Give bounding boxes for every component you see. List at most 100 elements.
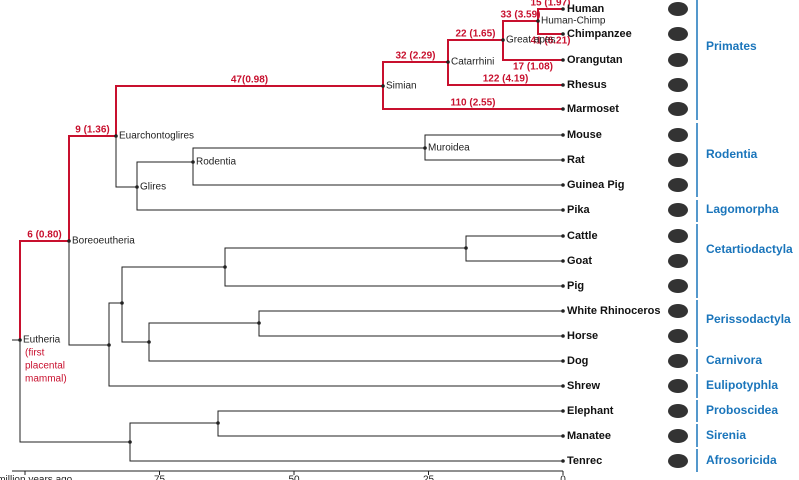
branch-line [537,21,563,35]
node-dot [561,32,565,36]
animal-icon [668,404,688,418]
clade-label: Euarchontoglires [119,131,194,142]
branch-line [121,266,225,303]
animal-icon [668,53,688,67]
branch-line [136,161,193,187]
node-dot [135,185,139,189]
leaf-label: Pig [567,280,584,292]
branch-label: 6 (0.80) [27,230,61,241]
branch-line [382,61,448,86]
animal-icon [668,2,688,16]
animal-icon [668,254,688,268]
group-label: Afrosoricida [706,453,777,467]
node-dot [561,58,565,62]
branch-line [192,147,425,162]
branch-label: 122 (4.19) [483,74,529,85]
branch-line [224,247,466,267]
clade-note: placental [25,361,65,372]
branch-line [465,248,563,262]
node-dot [114,134,118,138]
clade-note: (first [25,348,45,359]
branch-line [192,162,563,186]
branch-line [258,323,563,337]
branch-line [129,442,563,462]
node-dot [561,83,565,87]
clade-label: Muroidea [428,143,470,154]
node-dot [561,434,565,438]
leaf-label: Rhesus [567,79,607,91]
branch-label: 9 (1.36) [75,125,109,136]
node-dot [381,84,385,88]
group-label: Primates [706,39,757,53]
clade-label: Catarrhini [451,57,494,68]
leaf-label: Tenrec [567,455,602,467]
animal-icon [668,27,688,41]
node-dot [561,7,565,11]
animal-icon [668,279,688,293]
branch-line [19,340,130,443]
branch-line [258,310,563,323]
branch-line [447,62,563,86]
clade-label: Glires [140,182,166,193]
node-dot [561,107,565,111]
branch-line [502,20,538,40]
branch-line [447,39,503,62]
node-dot [107,343,111,347]
animal-icon [668,178,688,192]
branch-line [19,240,69,340]
branch-line [108,345,563,387]
axis-tick-label: 25 [423,475,435,480]
branch-label: 47(0.98) [231,75,268,86]
group-label: Lagomorpha [706,202,779,216]
branch-label: 22 (1.65) [455,29,495,40]
branch-line [148,342,563,362]
branch-line [115,85,383,136]
group-label: Sirenia [706,428,746,442]
animal-icon [668,128,688,142]
leaf-label: Chimpanzee [567,28,632,40]
node-dot [191,160,195,164]
leaf-label: Orangutan [567,54,623,66]
branch-label: 41 (6.21) [530,36,570,47]
leaf-label: Goat [567,255,592,267]
branch-line [148,322,259,342]
leaf-label: Mouse [567,129,602,141]
branch-line [68,135,116,241]
branch-label: 15 (1.97) [530,0,570,9]
node-dot [561,334,565,338]
leaf-label: Guinea Pig [567,179,624,191]
group-label: Carnivora [706,353,762,367]
animal-icon [668,203,688,217]
node-dot [561,459,565,463]
branch-line [465,235,563,248]
animal-icon [668,304,688,318]
branch-label: 110 (2.55) [450,98,495,109]
leaf-label: Shrew [567,380,600,392]
leaf-label: Human [567,3,605,15]
branch-line [424,134,563,148]
branch-line [136,187,563,211]
node-dot [561,158,565,162]
animal-icon [668,454,688,468]
node-dot [128,440,132,444]
animal-icon [668,379,688,393]
animal-icon [668,354,688,368]
branch-line [217,410,563,423]
node-dot [536,19,540,23]
group-label: Cetartiodactyla [706,242,793,256]
node-dot [18,338,22,342]
branch-label: 17 (1.08) [513,62,553,73]
clade-label: Eutheria [23,335,61,346]
clade-label: Human-Chimp [541,16,606,27]
branch-line [121,303,149,343]
node-dot [464,246,468,250]
animal-icon [668,429,688,443]
leaf-label: Rat [567,154,585,166]
axis-tick-label: 100 million years ago [0,475,73,480]
branch-line [224,267,563,287]
group-label: Eulipotyphla [706,378,778,392]
branch-label: 33 (3.59) [500,10,540,21]
leaf-label: Marmoset [567,103,619,115]
clade-label: Boreoeutheria [72,236,135,247]
leaf-label: Elephant [567,405,614,417]
